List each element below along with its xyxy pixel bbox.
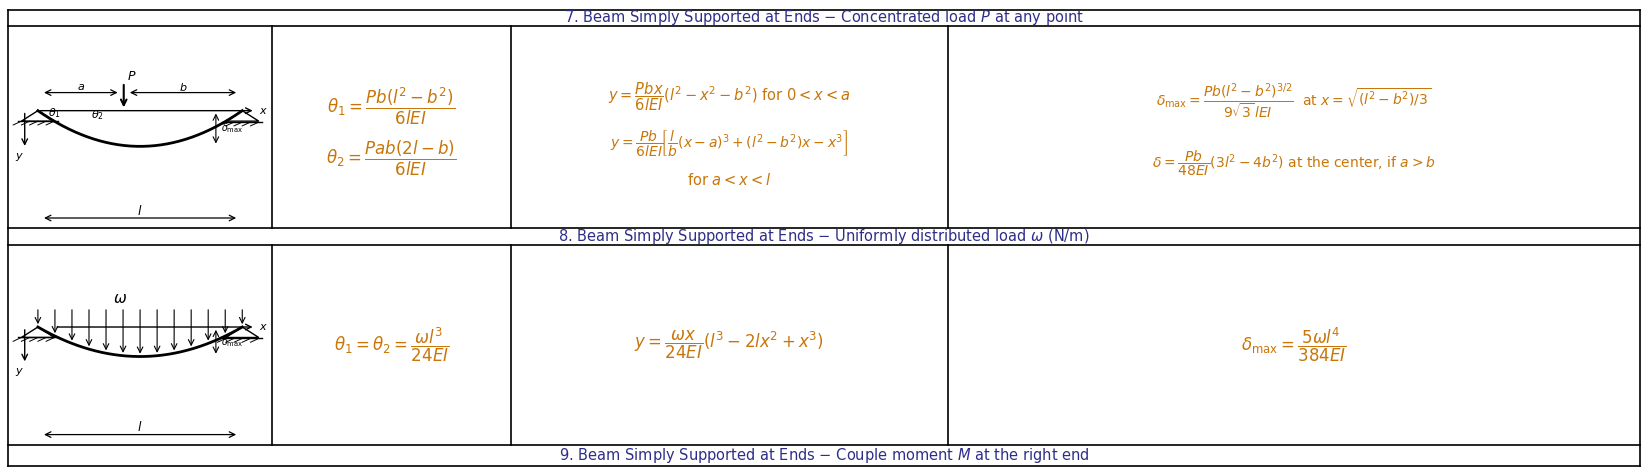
Text: $y$: $y$: [15, 151, 23, 163]
Text: $\delta_{\max} = \dfrac{5\omega l^4}{384EI}$: $\delta_{\max} = \dfrac{5\omega l^4}{384…: [1241, 326, 1346, 364]
Text: $\delta_{\max}$: $\delta_{\max}$: [221, 122, 244, 135]
Text: $y = \dfrac{\omega x}{24EI}\left(l^3 - 2lx^2 + x^3\right)$: $y = \dfrac{\omega x}{24EI}\left(l^3 - 2…: [634, 329, 824, 361]
Text: $y$: $y$: [15, 366, 23, 378]
Text: $\omega$: $\omega$: [114, 291, 127, 306]
Text: $\theta_1 = \theta_2 = \dfrac{\omega l^3}{24EI}$: $\theta_1 = \theta_2 = \dfrac{\omega l^3…: [333, 326, 450, 364]
Text: $\delta_{\max} = \dfrac{Pb\left(l^2-b^2\right)^{3/2}}{9\sqrt{3}\,lEI}$  at $x=\s: $\delta_{\max} = \dfrac{Pb\left(l^2-b^2\…: [1157, 81, 1430, 121]
Text: $\theta_2 = \dfrac{Pab(2l-b)}{6lEI}$: $\theta_2 = \dfrac{Pab(2l-b)}{6lEI}$: [326, 139, 456, 178]
Text: $x$: $x$: [259, 106, 267, 116]
Text: $b$: $b$: [178, 81, 188, 93]
Text: $\delta = \dfrac{Pb}{48EI}\left(3l^2-4b^2\right)$ at the center, if $a > b$: $\delta = \dfrac{Pb}{48EI}\left(3l^2-4b^…: [1152, 149, 1435, 178]
Text: $y = \dfrac{Pb}{6lEI}\!\left[\dfrac{l}{b}(x-a)^3+\left(l^2-b^2\right)x-x^3\right: $y = \dfrac{Pb}{6lEI}\!\left[\dfrac{l}{b…: [610, 129, 849, 159]
Text: 9. Beam Simply Supported at Ends $-$ Couple moment $M$ at the right end: 9. Beam Simply Supported at Ends $-$ Cou…: [559, 446, 1089, 465]
Text: $l$: $l$: [137, 420, 143, 435]
Text: $P$: $P$: [127, 70, 137, 83]
Text: $y = \dfrac{Pbx}{6lEI}\left(l^2 - x^2 - b^2\right)$ for $0 < x < a$: $y = \dfrac{Pbx}{6lEI}\left(l^2 - x^2 - …: [608, 80, 850, 113]
Text: $a$: $a$: [77, 82, 84, 92]
Text: $\theta_2$: $\theta_2$: [91, 108, 104, 122]
Text: 7. Beam Simply Supported at Ends $-$ Concentrated load $P$ at any point: 7. Beam Simply Supported at Ends $-$ Con…: [564, 9, 1084, 27]
Text: $\theta_1$: $\theta_1$: [48, 106, 61, 120]
Text: for $a < x < l$: for $a < x < l$: [687, 172, 771, 188]
Text: $\theta_1 = \dfrac{Pb(l^2-b^2)}{6lEI}$: $\theta_1 = \dfrac{Pb(l^2-b^2)}{6lEI}$: [328, 85, 455, 127]
Text: $x$: $x$: [259, 322, 267, 332]
Text: 8. Beam Simply Supported at Ends $-$ Uniformly distributed load $\omega$ (N/m): 8. Beam Simply Supported at Ends $-$ Uni…: [559, 228, 1089, 246]
Text: $\delta_{\max}$: $\delta_{\max}$: [221, 335, 244, 348]
Text: $l$: $l$: [137, 204, 143, 218]
